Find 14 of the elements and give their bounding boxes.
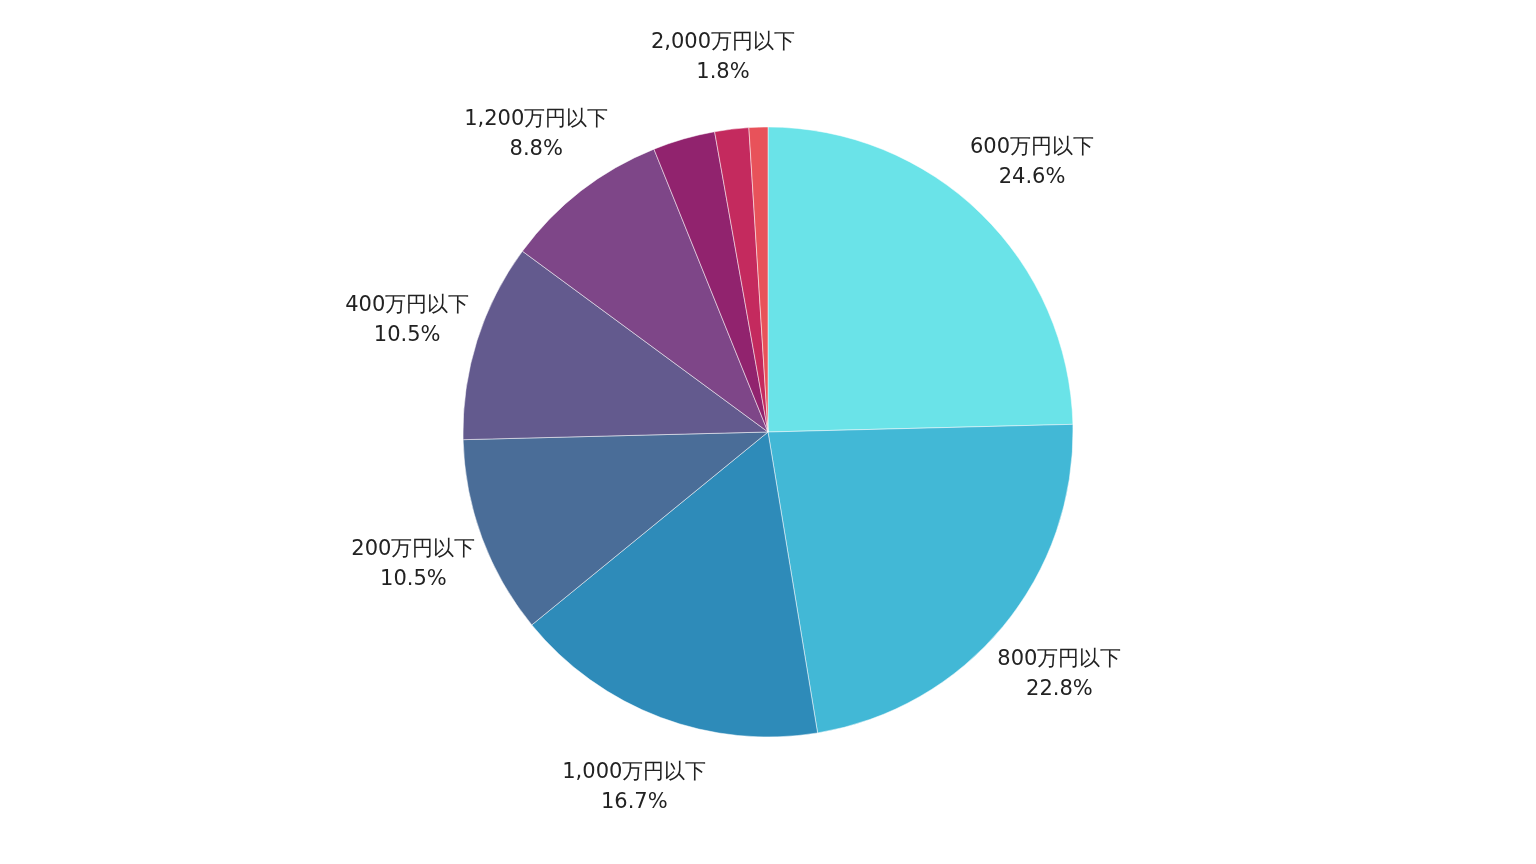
data-label: 24.6% xyxy=(998,164,1066,189)
slice-label: 200万円以下 xyxy=(351,536,476,561)
data-label: 10.5% xyxy=(373,321,441,346)
slice-label: 2,000万円以下 xyxy=(650,29,796,54)
data-label: 1.8% xyxy=(696,59,750,84)
data-label: 10.5% xyxy=(380,566,447,591)
slice-label: 800万円以下 xyxy=(997,646,1122,671)
slice-label: 1,200万円以下 xyxy=(464,106,609,131)
data-label: 16.7% xyxy=(600,788,668,813)
data-label: 8.8% xyxy=(509,136,563,161)
slice-label: 400万円以下 xyxy=(345,291,470,316)
data-label: 22.8% xyxy=(1026,676,1093,701)
slice-label: 1,000万円以下 xyxy=(562,758,707,783)
slice-label: 600万円以下 xyxy=(970,134,1095,159)
